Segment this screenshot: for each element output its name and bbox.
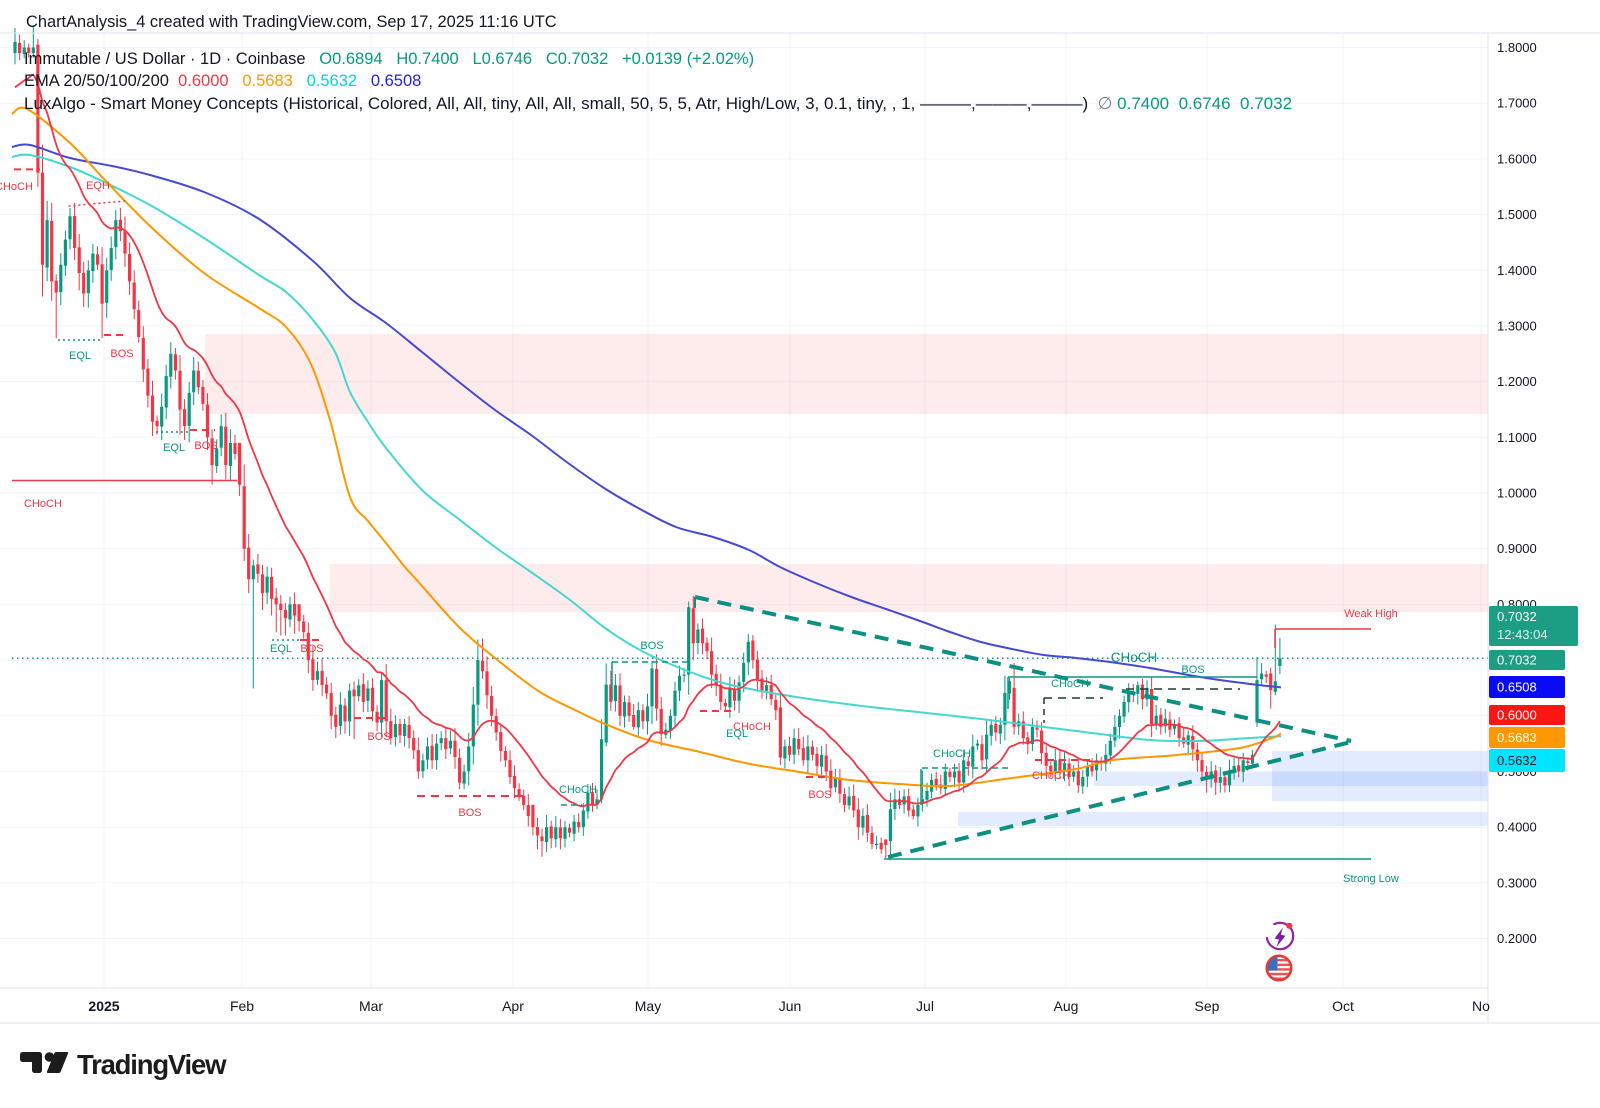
svg-text:2025: 2025 [88, 998, 119, 1014]
svg-text:Immutable / US Dollar · 1D · C: Immutable / US Dollar · 1D · Coinbase O0… [24, 50, 754, 68]
svg-text:BOS: BOS [1181, 664, 1204, 676]
svg-text:12:43:04: 12:43:04 [1497, 627, 1548, 642]
svg-text:Aug: Aug [1054, 998, 1079, 1014]
svg-text:0.5683: 0.5683 [1497, 730, 1537, 745]
svg-text:BOS: BOS [808, 789, 831, 801]
svg-text:Oct: Oct [1332, 998, 1354, 1014]
svg-text:Jun: Jun [779, 998, 802, 1014]
svg-text:BOS: BOS [300, 643, 323, 655]
svg-text:EMA 20/50/100/200 0.6000 0.: EMA 20/50/100/200 0.6000 0.5683 0.5632 0… [24, 72, 421, 90]
svg-text:0.7032: 0.7032 [1497, 609, 1537, 624]
svg-text:BOS: BOS [367, 731, 390, 743]
svg-text:CHoCH: CHoCH [933, 748, 971, 760]
svg-text:CHoCH: CHoCH [1051, 678, 1089, 690]
svg-text:Weak High: Weak High [1344, 608, 1398, 620]
svg-text:1.8000: 1.8000 [1497, 40, 1537, 55]
svg-text:1.0000: 1.0000 [1497, 486, 1537, 501]
svg-text:Feb: Feb [230, 998, 254, 1014]
svg-text:EQL: EQL [270, 643, 292, 655]
svg-text:CHoCH: CHoCH [559, 784, 597, 796]
svg-text:EQL: EQL [726, 728, 748, 740]
svg-text:BOS: BOS [640, 640, 663, 652]
svg-text:CHoCH: CHoCH [733, 721, 771, 733]
svg-text:LuxAlgo - Smart Money Concepts: LuxAlgo - Smart Money Concepts (Historic… [24, 94, 1292, 113]
svg-text:0.9000: 0.9000 [1497, 541, 1537, 556]
svg-text:1.3000: 1.3000 [1497, 318, 1537, 333]
svg-text:Sep: Sep [1195, 998, 1220, 1014]
svg-text:0.2000: 0.2000 [1497, 931, 1537, 946]
svg-text:BOS: BOS [194, 440, 217, 452]
svg-text:0.6508: 0.6508 [1497, 680, 1537, 695]
svg-text:1.4000: 1.4000 [1497, 263, 1537, 278]
svg-text:0.5632: 0.5632 [1497, 753, 1537, 768]
svg-text:EQH: EQH [86, 180, 110, 192]
svg-text:1.7000: 1.7000 [1497, 96, 1537, 111]
svg-text:0.3000: 0.3000 [1497, 875, 1537, 890]
svg-text:Mar: Mar [359, 998, 383, 1014]
svg-text:1.2000: 1.2000 [1497, 374, 1537, 389]
svg-text:0.4000: 0.4000 [1497, 820, 1537, 835]
svg-text:May: May [635, 998, 661, 1014]
svg-text:CHoCH: CHoCH [1111, 650, 1158, 665]
svg-text:TradingView: TradingView [77, 1049, 227, 1080]
svg-text:1.1000: 1.1000 [1497, 430, 1537, 445]
svg-text:Apr: Apr [502, 998, 524, 1014]
svg-text:Jul: Jul [916, 998, 934, 1014]
svg-text:0.7032: 0.7032 [1497, 653, 1537, 668]
svg-text:ChartAnalysis_4 created with T: ChartAnalysis_4 created with TradingView… [26, 13, 557, 31]
svg-text:0.6000: 0.6000 [1497, 708, 1537, 723]
svg-text:CHoCH: CHoCH [1032, 770, 1070, 782]
svg-text:EQL: EQL [69, 350, 91, 362]
svg-text:CHoCH: CHoCH [0, 181, 33, 193]
svg-text:Strong Low: Strong Low [1343, 873, 1399, 885]
svg-text:CHoCH: CHoCH [24, 498, 62, 510]
svg-text:BOS: BOS [110, 348, 133, 360]
svg-text:EQL: EQL [163, 442, 185, 454]
svg-text:1.6000: 1.6000 [1497, 151, 1537, 166]
svg-text:BOS: BOS [458, 807, 481, 819]
svg-text:No: No [1472, 998, 1490, 1014]
svg-text:1.5000: 1.5000 [1497, 207, 1537, 222]
